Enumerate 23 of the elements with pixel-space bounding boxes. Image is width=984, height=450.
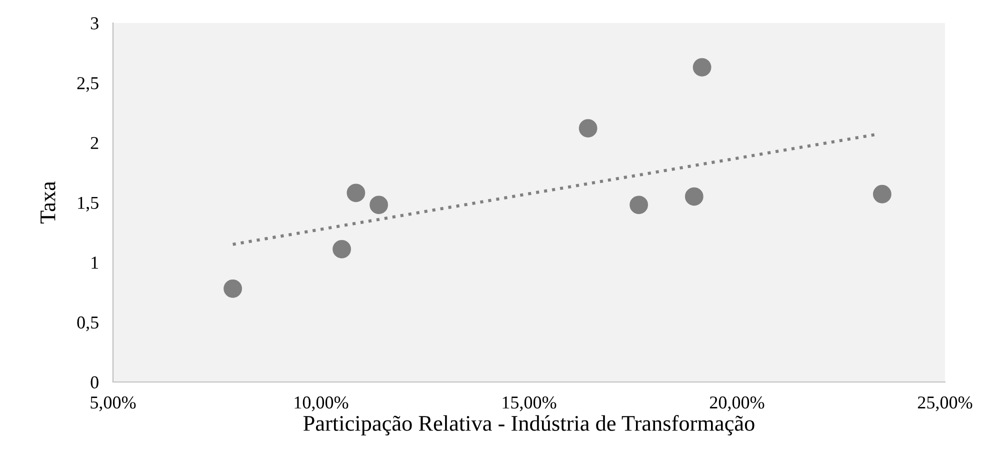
point	[630, 196, 648, 214]
x-tick-label: 5,00%	[90, 396, 136, 412]
y-tick-label: 3	[90, 17, 98, 30]
y-tick-label: 2,5	[77, 77, 98, 92]
x-tick-label: 25,00%	[918, 396, 972, 412]
x-tick-label: 20,00%	[710, 396, 764, 412]
point	[370, 196, 388, 214]
point	[872, 184, 892, 204]
x-tick-label: 15,00%	[502, 396, 556, 412]
point	[224, 279, 242, 298]
point	[332, 240, 351, 258]
y-tick-label: 0,5	[77, 316, 98, 332]
y-tick-label: 0	[90, 376, 98, 388]
y-tick-label: 1	[92, 256, 98, 269]
point	[346, 184, 366, 202]
y-axis-title: Taxa	[40, 181, 56, 224]
point	[578, 119, 598, 138]
point	[684, 187, 704, 206]
x-axis-title: Participação Relativa - Indústria de Transformação	[303, 415, 754, 436]
point	[692, 58, 712, 76]
y-tick-label: 1,5	[78, 196, 98, 212]
y-tick-label: 2	[90, 136, 98, 149]
x-tick-label: 10,00%	[294, 396, 348, 412]
